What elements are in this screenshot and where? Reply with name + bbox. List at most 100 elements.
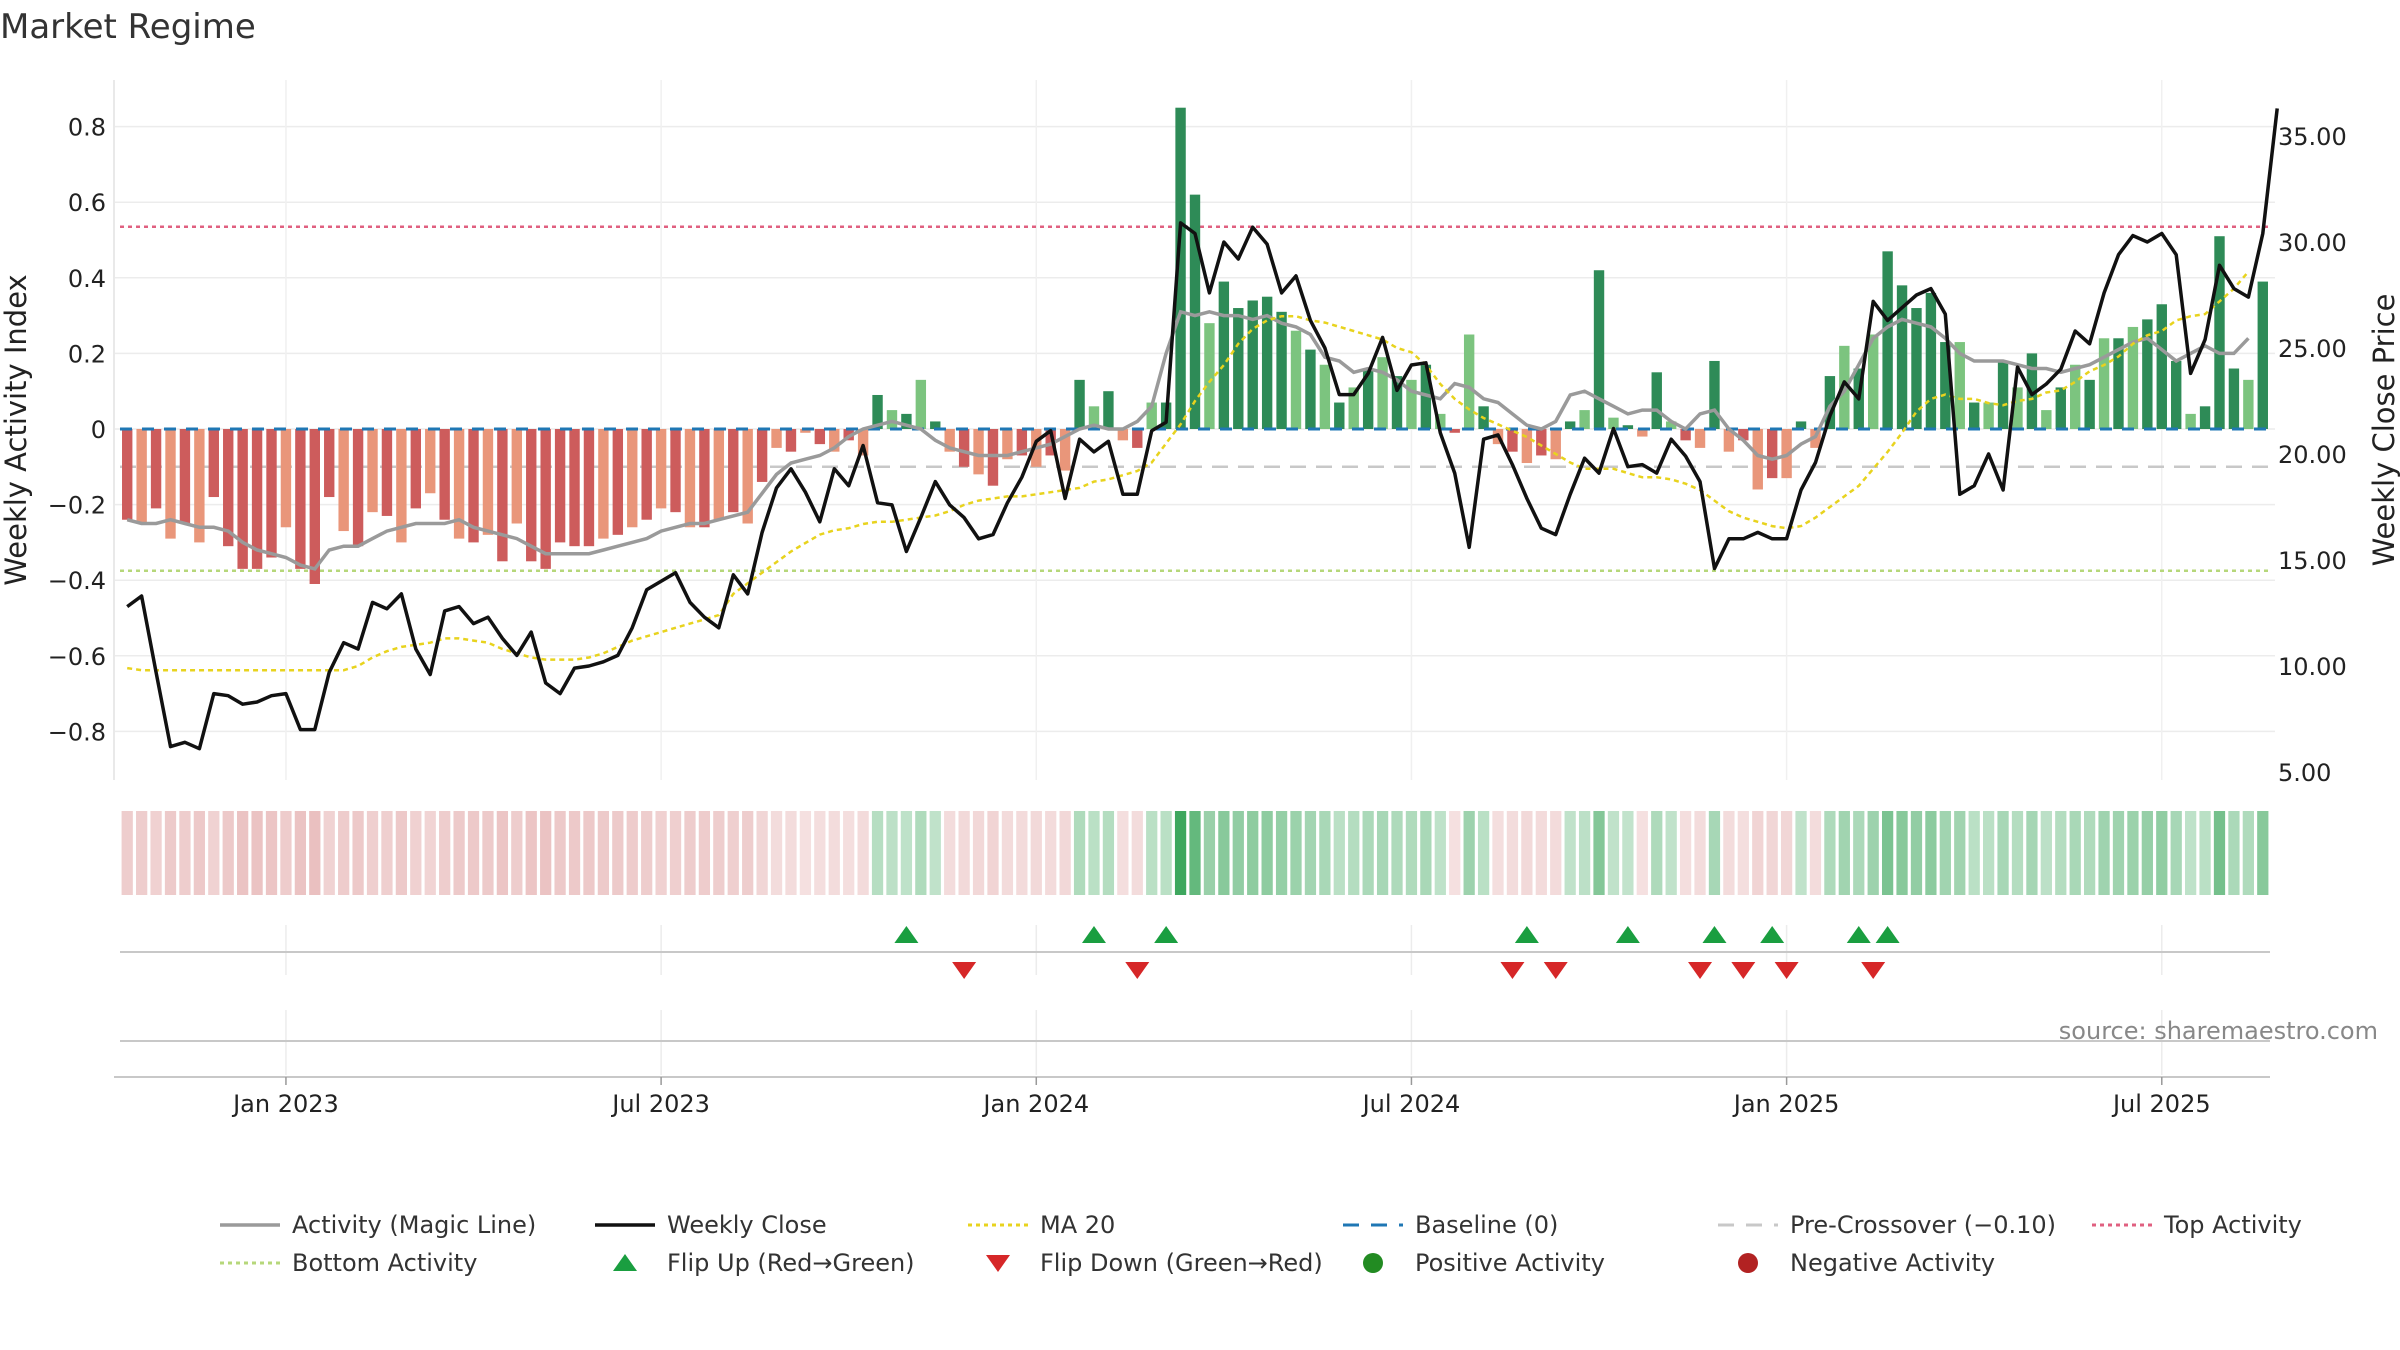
heat-cell — [1780, 811, 1793, 895]
y-tick-label: 0.6 — [68, 189, 106, 217]
activity-bar — [223, 429, 234, 547]
source-note: source: sharemaestro.com — [2059, 1017, 2378, 1045]
activity-bar — [1132, 429, 1143, 448]
legend-item: Top Activity — [2092, 1211, 2302, 1239]
heat-cell — [1809, 811, 1822, 895]
heat-cell — [886, 811, 898, 895]
left-axis: 0.8 0.6 0.4 0.2 0 −0.2 −0.4 −0.6 −0.8 — [48, 114, 106, 747]
heat-cell — [843, 811, 855, 895]
flip-up-marker — [1615, 926, 1640, 943]
y-tick-label: 0 — [91, 416, 106, 444]
activity-bar — [1709, 360, 1720, 429]
heat-cell — [1449, 811, 1461, 895]
flip-markers-panel — [120, 925, 2270, 979]
flip-up-marker — [1154, 926, 1179, 943]
flip-down-marker — [1543, 962, 1568, 979]
activity-bar — [1651, 372, 1662, 429]
legend-label: Weekly Close — [667, 1211, 827, 1239]
legend-item: Negative Activity — [1738, 1249, 1995, 1277]
activity-bar — [511, 429, 523, 524]
heat-cell — [2228, 811, 2240, 895]
heat-cell — [1189, 811, 1201, 895]
y2-tick-label: 20.00 — [2278, 441, 2347, 469]
activity-bar — [1824, 376, 1836, 429]
activity-bar — [785, 429, 797, 452]
heat-cell — [1059, 811, 1071, 895]
legend-item: MA 20 — [968, 1211, 1115, 1239]
heat-cell — [352, 811, 364, 895]
heat-cell — [309, 811, 321, 895]
activity-bar — [1593, 270, 1605, 429]
activity-bar — [439, 429, 450, 520]
x-tick-label: Jan 2025 — [1732, 1090, 1840, 1118]
activity-bar — [1911, 308, 1922, 429]
heat-cell — [1752, 811, 1764, 895]
activity-bar — [309, 429, 320, 584]
legend-label: Top Activity — [2163, 1211, 2302, 1239]
heat-cell — [1174, 811, 1187, 895]
heat-cell — [857, 811, 869, 895]
heat-cell — [511, 811, 523, 895]
heat-cell — [1651, 811, 1663, 895]
heat-cell — [1896, 811, 1908, 895]
activity-bar — [1435, 413, 1446, 429]
activity-bar — [1738, 429, 1749, 441]
activity-bar — [2113, 338, 2124, 429]
heat-cell — [1463, 811, 1475, 895]
heat-cell — [1492, 811, 1504, 895]
y-tick-label: −0.4 — [48, 567, 106, 595]
x-tick-label: Jan 2024 — [981, 1090, 1089, 1118]
heat-cell — [1362, 811, 1374, 895]
heat-cell — [381, 811, 393, 895]
heat-cell — [1982, 811, 1995, 895]
heat-cell — [1420, 811, 1432, 895]
heat-cell — [698, 811, 711, 895]
flip-up-marker — [1875, 926, 1900, 943]
heat-cell — [1045, 811, 1057, 895]
regime-heat-strip — [121, 811, 2269, 895]
legend-label: Bottom Activity — [292, 1249, 477, 1277]
activity-bar — [526, 429, 537, 562]
heat-cell — [1131, 811, 1143, 895]
legend-circle-icon — [1363, 1253, 1383, 1273]
legend-triangle-up-icon — [613, 1254, 637, 1271]
activity-bar — [251, 429, 263, 569]
activity-bar — [482, 429, 494, 535]
flip-up-marker — [1846, 926, 1871, 943]
heat-cell — [323, 811, 335, 895]
heat-cell — [871, 811, 884, 895]
heat-cell — [655, 811, 667, 895]
heat-cell — [597, 811, 610, 895]
heat-cell — [2069, 811, 2081, 895]
activity-bar — [1521, 429, 1533, 464]
activity-bar — [1103, 391, 1114, 429]
heat-cell — [1939, 811, 1951, 895]
heat-cell — [1795, 811, 1807, 895]
activity-bar — [829, 429, 840, 452]
heat-cell — [439, 811, 451, 895]
activity-bar — [1969, 402, 1980, 429]
activity-bar — [1723, 429, 1735, 452]
heat-cell — [1088, 811, 1100, 895]
heat-cell — [1073, 811, 1086, 895]
heat-cell — [1665, 811, 1677, 895]
heat-cell — [554, 811, 566, 895]
heat-cell — [1333, 811, 1345, 895]
x-tick-label: Jul 2023 — [610, 1090, 710, 1118]
heat-cell — [280, 811, 292, 895]
heat-cell — [2141, 811, 2153, 895]
activity-bar — [410, 429, 421, 509]
right-axis: 35.00 30.00 25.00 20.00 15.00 10.00 5.00 — [2278, 123, 2347, 787]
heat-cell — [1348, 811, 1360, 895]
heat-cell — [1477, 811, 1490, 895]
legend-item: Flip Up (Red→Green) — [613, 1249, 915, 1277]
activity-bar — [2199, 406, 2211, 429]
heat-cell — [1578, 811, 1591, 895]
activity-bar — [886, 410, 898, 429]
heat-cell — [814, 811, 826, 895]
heat-cell — [2199, 811, 2211, 895]
heat-cell — [1521, 811, 1533, 895]
legend-label: Flip Up (Red→Green) — [667, 1249, 915, 1277]
heat-cell — [467, 811, 480, 895]
activity-bar — [2041, 410, 2052, 429]
